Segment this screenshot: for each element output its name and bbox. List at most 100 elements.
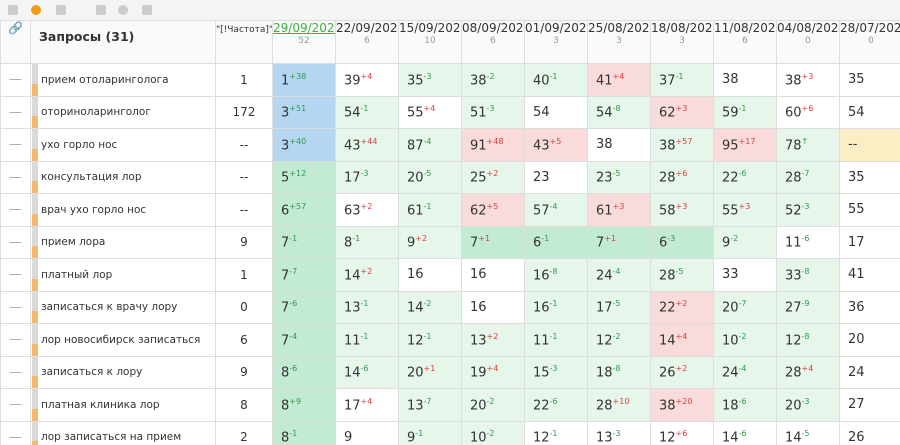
position: 20 — [722, 300, 739, 316]
query-row: — оториноларинголог 172 3+51 54-1 55+4 51-3 54 5… — [0, 95, 900, 129]
position-change: -7 — [423, 396, 432, 406]
position: 78 — [785, 137, 802, 153]
position: 9 — [722, 235, 731, 251]
position-cell: 26 — [839, 420, 900, 445]
position: 8 — [344, 235, 353, 251]
position: 14 — [344, 267, 361, 283]
position: 38 — [722, 72, 739, 88]
position-cell: 13-7 — [398, 388, 462, 422]
row-handle[interactable]: — — [0, 420, 31, 445]
position-change: -8 — [801, 331, 810, 341]
position-change: +44 — [360, 136, 378, 146]
position-change: +5 — [549, 136, 562, 146]
link-icon[interactable] — [56, 5, 66, 15]
position: 43 — [344, 137, 361, 153]
query-header[interactable]: Запросы (31) — [30, 20, 216, 64]
row-handle[interactable]: — — [0, 160, 31, 194]
row-handle[interactable]: — — [0, 63, 31, 97]
contrast-icon[interactable] — [118, 5, 128, 15]
position-change: +4 — [612, 71, 625, 81]
date-header[interactable]: 08/09/2025 6 — [461, 20, 525, 64]
position-change: -1 — [360, 299, 369, 309]
color-icon[interactable] — [31, 5, 41, 15]
position-cell: 7-4 — [272, 323, 336, 357]
position-cell: 41 — [839, 258, 900, 292]
row-handle[interactable]: — — [0, 225, 31, 259]
position: 3 — [281, 105, 290, 121]
position-cell: 3+40 — [272, 128, 336, 162]
query-text: лор новосибирск записаться — [30, 323, 216, 357]
date-header[interactable]: 11/08/2025 6 — [713, 20, 777, 64]
position-cell: 95+17 — [713, 128, 777, 162]
row-handle[interactable]: — — [0, 323, 31, 357]
position-cell: 24-4 — [587, 258, 651, 292]
position-cell: 20-3 — [776, 388, 840, 422]
text-icon[interactable] — [142, 5, 152, 15]
position-cell: 35-3 — [398, 63, 462, 97]
position: 9 — [344, 429, 353, 445]
position-cell: 61-1 — [398, 193, 462, 227]
position-change: +38 — [289, 71, 307, 81]
position: 12 — [659, 430, 676, 445]
date-header[interactable]: 15/09/2025 10 — [398, 20, 462, 64]
position-cell: 14-6 — [713, 420, 777, 445]
sort-icon[interactable] — [8, 5, 18, 15]
link-col: 🔗 — [0, 20, 31, 64]
position-change: -6 — [549, 396, 558, 406]
position-cell: 10-2 — [713, 323, 777, 357]
position: 16 — [470, 299, 487, 315]
position-cell: 7-7 — [272, 258, 336, 292]
row-handle[interactable]: — — [0, 388, 31, 422]
position-change: +20 — [675, 396, 693, 406]
position-cell: 10-2 — [461, 420, 525, 445]
date-header[interactable]: 29/09/2025 52 — [272, 20, 336, 64]
position-change: -2 — [738, 331, 747, 341]
position: 87 — [407, 137, 424, 153]
position: 27 — [848, 397, 865, 413]
row-handle[interactable]: — — [0, 193, 31, 227]
position-change: +17 — [738, 136, 756, 146]
position-change: +2 — [675, 364, 688, 374]
save-icon[interactable] — [96, 5, 106, 15]
position: 12 — [533, 430, 550, 445]
query-text: консультация лор — [30, 160, 216, 194]
position-cell: 6-1 — [524, 225, 588, 259]
position: 20 — [407, 365, 424, 381]
date-header[interactable]: 01/09/2025 3 — [524, 20, 588, 64]
position-cell: 37-1 — [650, 63, 714, 97]
position-cell: 5+12 — [272, 160, 336, 194]
position: 7 — [281, 267, 290, 283]
row-handle[interactable]: — — [0, 95, 31, 129]
row-handle[interactable]: — — [0, 355, 31, 389]
position: 22 — [659, 300, 676, 316]
date-header[interactable]: 18/08/2025 3 — [650, 20, 714, 64]
position-cell: 35 — [839, 63, 900, 97]
position-cell: 22-6 — [713, 160, 777, 194]
date-count: 3 — [616, 36, 622, 46]
position: 16 — [533, 300, 550, 316]
position-change: -8 — [801, 266, 810, 276]
position-cell: 9-1 — [398, 420, 462, 445]
position-change: -7 — [289, 266, 298, 276]
date-label: 11/08/2025 — [714, 21, 777, 36]
query-row: — ухо горло нос -- 3+40 43+44 87-4 91+48 43+5 38… — [0, 128, 900, 162]
position-cell: 8-6 — [272, 355, 336, 389]
position: 12 — [596, 332, 613, 348]
position-change: -8 — [612, 364, 621, 374]
position-cell: 6-3 — [650, 225, 714, 259]
row-handle[interactable]: — — [0, 128, 31, 162]
position-cell: 26+2 — [650, 355, 714, 389]
position-cell: 17-5 — [587, 290, 651, 324]
date-header[interactable]: 25/08/2025 3 — [587, 20, 651, 64]
position-change: -5 — [612, 169, 621, 179]
date-header[interactable]: 04/08/2025 0 — [776, 20, 840, 64]
position: 40 — [533, 72, 550, 88]
row-handle[interactable]: — — [0, 290, 31, 324]
position-change: -1 — [738, 104, 747, 114]
position-cell: 23 — [524, 160, 588, 194]
row-handle[interactable]: — — [0, 258, 31, 292]
position-cell: 16-8 — [524, 258, 588, 292]
date-header[interactable]: 22/09/2025 6 — [335, 20, 399, 64]
freq-header[interactable]: "[!Частота]" — [215, 20, 273, 64]
